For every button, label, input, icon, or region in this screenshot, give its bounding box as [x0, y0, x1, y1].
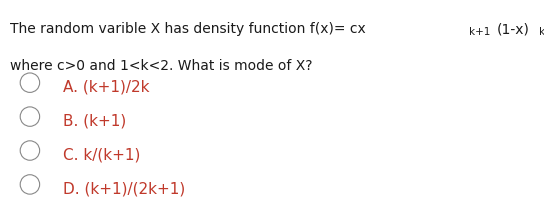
Text: where c>0 and 1<k<2. What is mode of X?: where c>0 and 1<k<2. What is mode of X? [10, 59, 312, 73]
Text: k: k [539, 27, 544, 37]
Text: k+1: k+1 [469, 27, 490, 37]
Text: The random varible X has density function f(x)= cx: The random varible X has density functio… [10, 22, 366, 36]
Text: C. k/(k+1): C. k/(k+1) [63, 147, 140, 162]
Text: B. (k+1): B. (k+1) [63, 113, 126, 128]
Text: (1-x): (1-x) [497, 22, 529, 36]
Text: A. (k+1)/2k: A. (k+1)/2k [63, 80, 149, 95]
Text: D. (k+1)/(2k+1): D. (k+1)/(2k+1) [63, 181, 185, 196]
